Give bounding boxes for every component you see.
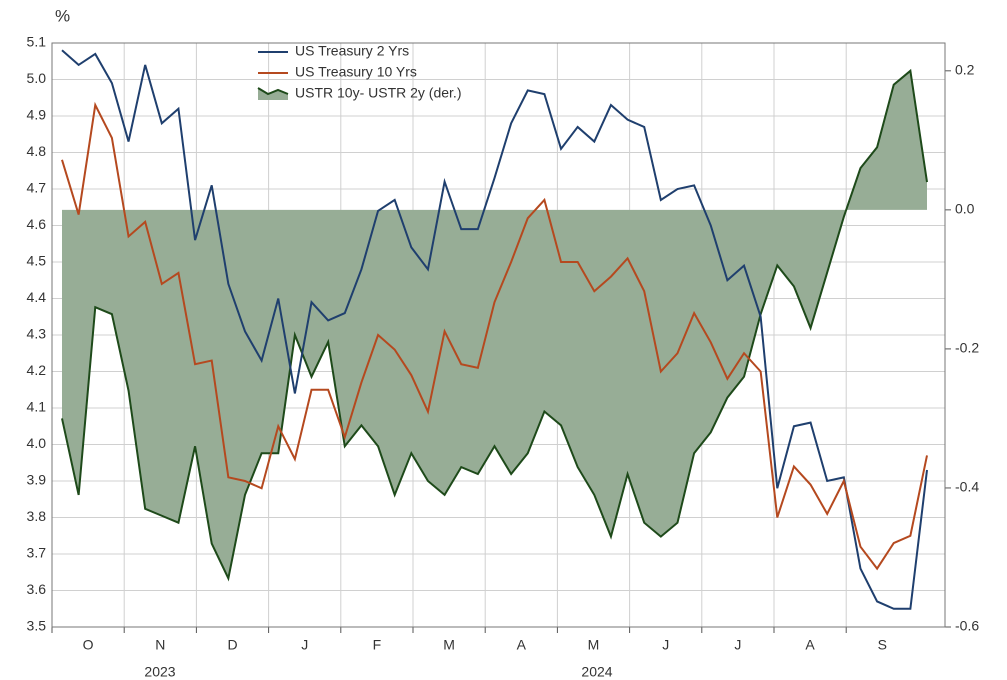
y-tick-label: 4.4 — [27, 289, 47, 305]
y-tick-label: 4.9 — [27, 107, 47, 123]
y-tick-label: 3.9 — [27, 472, 47, 488]
y-axis-label: % — [55, 6, 70, 25]
y-tick-label: 4.7 — [27, 180, 47, 196]
y-tick-label: 3.8 — [27, 508, 47, 524]
x-tick-label: N — [155, 637, 165, 653]
x-tick-label: M — [588, 637, 600, 653]
y-tick-label: 3.7 — [27, 545, 47, 561]
legend-label: USTR 10y- USTR 2y (der.) — [295, 85, 461, 101]
area — [62, 70, 927, 579]
x-tick-label: D — [227, 637, 237, 653]
y-tick-label: 4.8 — [27, 143, 47, 159]
y-tick-label: 4.3 — [27, 326, 47, 342]
line — [61, 49, 928, 610]
legend-label: US Treasury 2 Yrs — [295, 43, 409, 59]
x-tick-label: J — [301, 637, 308, 653]
y-tick-label: 4.5 — [27, 253, 47, 269]
x-tick-label: J — [662, 637, 669, 653]
x-tick-label: A — [517, 637, 527, 653]
y2-tick-label: 0.2 — [955, 62, 975, 78]
y2-tick-label: -0.2 — [955, 340, 979, 356]
y-tick-label: 4.6 — [27, 216, 47, 232]
y-tick-label: 4.1 — [27, 399, 47, 415]
y-tick-label: 3.6 — [27, 581, 47, 597]
y2-tick-label: -0.4 — [955, 479, 979, 495]
y2-tick-label: 0.0 — [955, 201, 975, 217]
year-label: 2023 — [144, 664, 175, 680]
legend-label: US Treasury 10 Yrs — [295, 64, 417, 80]
y-tick-label: 5.1 — [27, 34, 47, 50]
x-tick-label: J — [734, 637, 741, 653]
year-label: 2024 — [581, 664, 612, 680]
line — [61, 101, 928, 571]
plot-frame — [51, 42, 946, 628]
y-tick-label: 4.0 — [27, 435, 47, 451]
legend-swatch-line — [257, 87, 289, 96]
x-tick-label: O — [83, 637, 94, 653]
y-tick-label: 3.5 — [27, 618, 47, 634]
y2-tick-label: -0.6 — [955, 618, 979, 634]
x-tick-label: F — [373, 637, 382, 653]
x-tick-label: A — [805, 637, 815, 653]
y-tick-label: 5.0 — [27, 70, 47, 86]
y-tick-label: 4.2 — [27, 362, 47, 378]
x-tick-label: M — [443, 637, 455, 653]
x-tick-label: S — [878, 637, 887, 653]
area-line — [61, 68, 928, 582]
